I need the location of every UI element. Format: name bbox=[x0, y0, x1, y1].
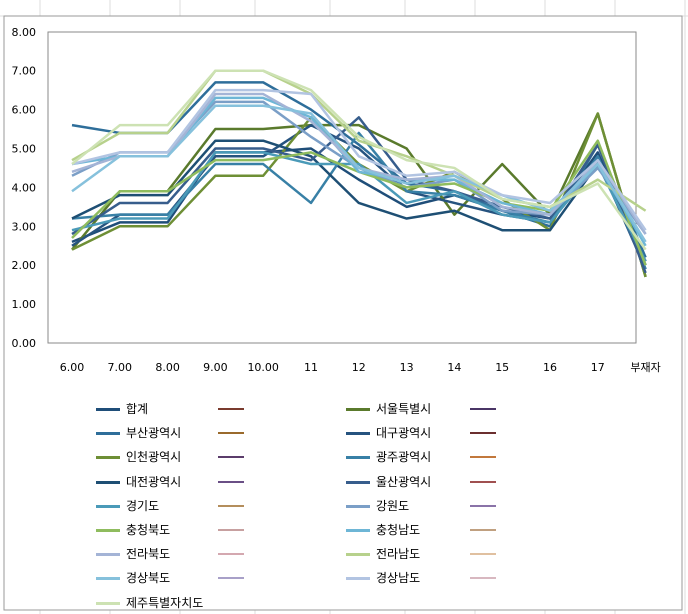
x-tick-label: 15 bbox=[495, 361, 509, 374]
legend-extra-swatch bbox=[470, 504, 496, 507]
legend-swatch bbox=[96, 577, 120, 581]
legend-swatch bbox=[96, 553, 120, 557]
legend-label: 경상북도 bbox=[126, 571, 171, 586]
legend-label: 경상남도 bbox=[376, 571, 421, 586]
legend-extra-swatch bbox=[470, 553, 496, 556]
legend-extra-swatch bbox=[470, 480, 496, 483]
plot-area bbox=[47, 31, 637, 344]
legend-extra-swatch bbox=[218, 553, 244, 556]
legend-label: 강원도 bbox=[376, 498, 410, 513]
legend-extra-swatch bbox=[218, 432, 244, 435]
legend-label: 대구광역시 bbox=[376, 426, 432, 441]
legend-extra-swatch bbox=[218, 504, 244, 507]
y-tick-label: 8.00 bbox=[12, 26, 37, 39]
legend-label: 대전광역시 bbox=[126, 474, 182, 489]
legend-swatch bbox=[96, 408, 120, 411]
legend-extra-swatch bbox=[218, 456, 244, 459]
x-tick-label: 12 bbox=[352, 361, 366, 374]
legend-extra-swatch bbox=[218, 480, 244, 483]
legend-extra-swatch bbox=[470, 577, 496, 580]
legend-label: 전라북도 bbox=[126, 547, 171, 562]
y-tick-label: 2.00 bbox=[12, 259, 37, 272]
y-tick-label: 5.00 bbox=[12, 143, 37, 156]
legend-swatch bbox=[346, 529, 370, 532]
x-tick-label: 8.00 bbox=[155, 361, 180, 374]
legend-label: 전라남도 bbox=[376, 547, 421, 562]
y-tick-label: 3.00 bbox=[12, 220, 37, 233]
series-line bbox=[71, 69, 647, 251]
legend-extra-swatch bbox=[218, 577, 244, 580]
legend-label: 광주광역시 bbox=[376, 450, 432, 465]
legend-label: 경기도 bbox=[126, 498, 160, 513]
series-line bbox=[71, 139, 647, 262]
legend-swatch bbox=[346, 408, 370, 411]
x-tick-label: 6.00 bbox=[60, 361, 85, 374]
x-tick-label: 13 bbox=[400, 361, 414, 374]
legend-label: 인천광역시 bbox=[126, 450, 182, 465]
x-tick-label: 16 bbox=[543, 361, 557, 374]
x-tick-label: 14 bbox=[447, 361, 461, 374]
y-tick-label: 0.00 bbox=[12, 337, 37, 350]
chart-frame bbox=[3, 15, 683, 611]
y-tick-label: 4.00 bbox=[12, 181, 37, 194]
legend-swatch bbox=[96, 601, 120, 605]
y-tick-label: 7.00 bbox=[12, 65, 37, 78]
legend-extra-swatch bbox=[218, 529, 244, 531]
series-line bbox=[71, 151, 647, 262]
x-tick-label: 9.00 bbox=[203, 361, 228, 374]
legend-swatch bbox=[96, 432, 120, 436]
legend-extra-swatch bbox=[470, 432, 496, 435]
legend-label: 충청북도 bbox=[126, 523, 171, 537]
legend-swatch bbox=[346, 456, 370, 460]
legend-label: 제주특별자치도 bbox=[126, 595, 204, 610]
legend-swatch bbox=[346, 504, 370, 508]
legend-extra-swatch bbox=[218, 408, 244, 410]
legend-swatch bbox=[96, 456, 120, 460]
x-tick-label: 7.00 bbox=[108, 361, 133, 374]
legend-swatch bbox=[96, 480, 120, 484]
series-line bbox=[71, 104, 647, 243]
legend-extra-swatch bbox=[470, 529, 496, 531]
x-tick-label: 17 bbox=[591, 361, 605, 374]
legend-label: 충청남도 bbox=[376, 523, 421, 537]
x-tick-label: 10.00 bbox=[247, 361, 279, 374]
series-line bbox=[71, 116, 647, 274]
legend-swatch bbox=[346, 432, 370, 436]
legend-extra-swatch bbox=[470, 456, 496, 459]
legend-label: 서울특별시 bbox=[376, 402, 432, 416]
legend-swatch bbox=[96, 504, 120, 508]
legend-label: 합계 bbox=[126, 402, 149, 416]
y-tick-label: 1.00 bbox=[12, 298, 37, 311]
x-tick-label: 11 bbox=[304, 361, 318, 374]
x-tick-label: 부재자 bbox=[630, 361, 660, 374]
legend-label: 부산광역시 bbox=[126, 426, 182, 441]
legend-swatch bbox=[96, 529, 120, 532]
legend-swatch bbox=[346, 577, 370, 581]
legend-extra-swatch bbox=[470, 408, 496, 410]
legend-label: 울산광역시 bbox=[376, 474, 432, 489]
legend-swatch bbox=[346, 553, 370, 557]
series-line bbox=[71, 88, 647, 231]
y-tick-label: 6.00 bbox=[12, 104, 37, 117]
legend-swatch bbox=[346, 480, 370, 484]
